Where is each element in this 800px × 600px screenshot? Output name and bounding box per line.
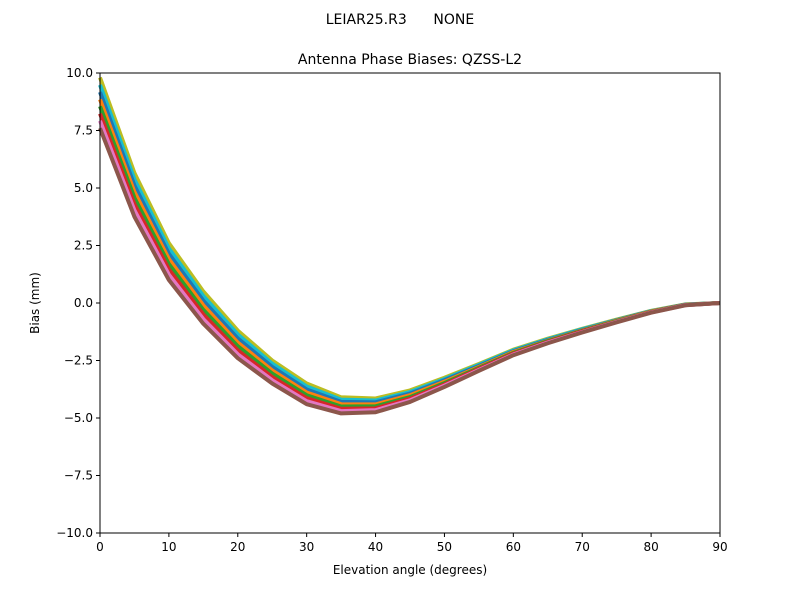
y-tick-label: 7.5 (74, 124, 93, 138)
series-line-5 (98, 112, 721, 411)
x-tick-label: 40 (368, 540, 383, 554)
series-line-0 (98, 76, 721, 401)
series-line-2 (98, 91, 721, 405)
x-axis-label: Elevation angle (degrees) (333, 563, 487, 577)
x-tick-label: 70 (575, 540, 590, 554)
x-tick-label: 20 (230, 540, 245, 554)
x-tick-label: 10 (161, 540, 176, 554)
y-axis: 10.0 7.5 5.0 2.5 0.0 −2.5 −5.0 −7.5 −10.0 (56, 66, 100, 540)
series-line-4 (98, 105, 721, 409)
x-axis: 0 10 20 30 40 50 60 70 80 90 (96, 533, 728, 554)
chart-title: Antenna Phase Biases: QZSS-L2 (298, 52, 522, 68)
y-tick-label: −5.0 (64, 411, 93, 425)
y-tick-label: 0.0 (74, 296, 93, 310)
series-line-1 (98, 84, 721, 403)
series-line-6 (98, 120, 721, 414)
y-axis-label: Bias (mm) (28, 272, 42, 334)
x-tick-label: 60 (506, 540, 521, 554)
y-tick-label: −10.0 (56, 526, 93, 540)
y-tick-label: 10.0 (66, 66, 93, 80)
series-line-7 (98, 127, 721, 416)
y-tick-label: 5.0 (74, 181, 93, 195)
series-line-3 (98, 98, 721, 407)
x-tick-label: 80 (643, 540, 658, 554)
series-lines (98, 76, 721, 416)
chart-suptitle: LEIAR25.R3 NONE (326, 12, 475, 28)
x-tick-label: 50 (437, 540, 452, 554)
x-tick-label: 30 (299, 540, 314, 554)
y-tick-label: −7.5 (64, 469, 93, 483)
x-tick-label: 0 (96, 540, 104, 554)
y-tick-label: 2.5 (74, 239, 93, 253)
y-tick-label: −2.5 (64, 354, 93, 368)
x-tick-label: 90 (712, 540, 727, 554)
